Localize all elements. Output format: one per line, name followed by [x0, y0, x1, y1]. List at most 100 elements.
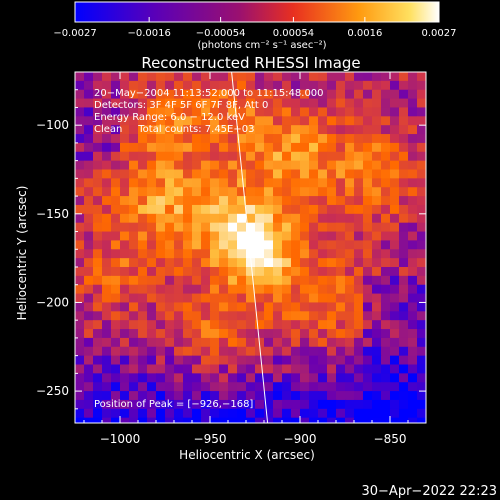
heatmap-cell: [354, 222, 364, 233]
heatmap-cell: [354, 293, 364, 304]
heatmap-cell: [219, 267, 229, 277]
heatmap-cell: [408, 240, 418, 250]
annotation-counts: Clean Total counts: 7.45E+03: [94, 124, 254, 135]
heatmap-cell: [318, 160, 328, 171]
heatmap-cell: [273, 231, 283, 242]
heatmap-cell: [75, 125, 85, 135]
heatmap-cell: [192, 196, 202, 206]
heatmap-cell: [192, 391, 202, 401]
heatmap-cell: [282, 134, 292, 144]
heatmap-cell: [138, 417, 148, 423]
heatmap-cell: [255, 293, 265, 304]
heatmap-cell: [228, 382, 238, 392]
heatmap-cell: [228, 311, 238, 321]
heatmap-cell: [111, 196, 121, 206]
heatmap-cell: [156, 98, 166, 109]
heatmap-cell: [93, 320, 103, 330]
heatmap-cell: [75, 355, 85, 366]
heatmap-cell: [345, 169, 355, 179]
heatmap-cell: [255, 72, 265, 82]
heatmap-cell: [264, 134, 274, 144]
heatmap-cell: [327, 364, 337, 374]
heatmap-cell: [399, 364, 409, 374]
heatmap-cell: [354, 187, 364, 197]
heatmap-cell: [219, 355, 229, 366]
heatmap-cell: [417, 98, 426, 109]
heatmap-cell: [147, 355, 157, 366]
heatmap-cell: [399, 151, 409, 162]
heatmap-cell: [102, 417, 112, 423]
heatmap-cell: [300, 258, 310, 268]
heatmap-cell: [327, 178, 337, 188]
heatmap-cell: [327, 169, 337, 179]
heatmap-cell: [273, 213, 283, 224]
heatmap-cell: [327, 399, 337, 410]
heatmap-cell: [174, 80, 184, 91]
heatmap-cell: [201, 355, 211, 366]
heatmap-cell: [255, 302, 265, 312]
heatmap-cell: [102, 364, 112, 374]
heatmap-cell: [417, 187, 426, 197]
heatmap-cell: [102, 107, 112, 117]
heatmap-cell: [318, 258, 328, 268]
heatmap-cell: [327, 258, 337, 268]
heatmap-cell: [327, 72, 337, 82]
heatmap-cell: [300, 249, 310, 259]
heatmap-cell: [93, 160, 103, 171]
heatmap-cell: [93, 337, 103, 348]
heatmap-cell: [219, 329, 229, 339]
heatmap-cell: [417, 382, 426, 392]
heatmap-cell: [363, 364, 373, 374]
heatmap-cell: [120, 213, 130, 224]
heatmap-cell: [174, 284, 184, 295]
heatmap-cell: [138, 320, 148, 330]
heatmap-cell: [120, 364, 130, 374]
heatmap-cell: [372, 116, 382, 126]
heatmap-cell: [309, 311, 319, 321]
heatmap-cell: [417, 391, 426, 401]
heatmap-cell: [102, 80, 112, 91]
heatmap-cell: [309, 169, 319, 179]
heatmap-cell: [192, 249, 202, 259]
heatmap-cell: [102, 311, 112, 321]
heatmap-cell: [336, 364, 346, 374]
heatmap-cell: [201, 116, 211, 126]
heatmap-cell: [201, 267, 211, 277]
heatmap-cell: [282, 204, 292, 215]
heatmap-cell: [291, 399, 301, 410]
heatmap-cell: [201, 408, 211, 419]
heatmap-cell: [75, 258, 85, 268]
heatmap-cell: [129, 364, 139, 374]
heatmap-cell: [138, 373, 148, 383]
heatmap-cell: [282, 373, 292, 383]
heatmap-cell: [129, 293, 139, 304]
heatmap-cell: [156, 408, 166, 419]
heatmap-cell: [255, 258, 265, 268]
heatmap-cell: [291, 320, 301, 330]
heatmap-cell: [156, 151, 166, 162]
heatmap-cell: [264, 169, 274, 179]
heatmap-cell: [183, 284, 193, 295]
heatmap-cell: [363, 169, 373, 179]
heatmap-cell: [417, 231, 426, 242]
heatmap-cell: [345, 302, 355, 312]
heatmap-cell: [372, 231, 382, 242]
heatmap-cell: [165, 204, 175, 215]
heatmap-cell: [93, 196, 103, 206]
heatmap-cell: [372, 267, 382, 277]
heatmap-cell: [318, 302, 328, 312]
colorbar-gradient: [74, 1, 440, 23]
heatmap-cell: [399, 329, 409, 339]
heatmap-cell: [363, 134, 373, 144]
heatmap-cell: [210, 231, 220, 242]
heatmap-cell: [129, 125, 139, 135]
heatmap-cell: [255, 169, 265, 179]
heatmap-cell: [174, 125, 184, 135]
colorbar-tick-label: 0.0027: [422, 28, 457, 39]
heatmap-cell: [75, 98, 85, 109]
heatmap-cell: [129, 151, 139, 162]
heatmap-cell: [399, 311, 409, 321]
heatmap-cell: [147, 160, 157, 171]
heatmap-cell: [102, 160, 112, 171]
heatmap-cell: [399, 116, 409, 126]
